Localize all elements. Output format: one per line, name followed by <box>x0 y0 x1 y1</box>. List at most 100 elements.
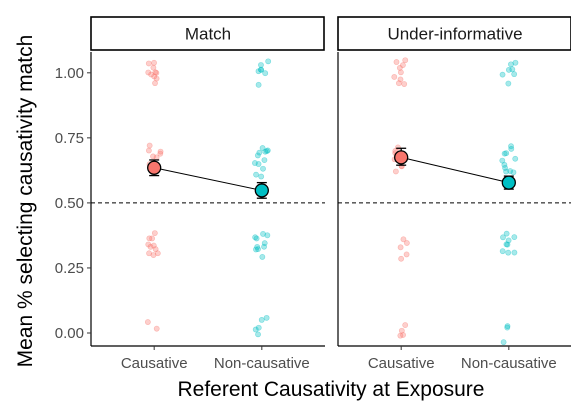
raw-point <box>400 332 406 338</box>
raw-point <box>505 80 512 87</box>
raw-point <box>403 240 410 246</box>
raw-point <box>499 157 506 164</box>
raw-point <box>511 249 518 256</box>
raw-point <box>258 62 264 68</box>
raw-point <box>152 69 159 76</box>
raw-point <box>255 331 261 338</box>
raw-point <box>507 168 514 174</box>
raw-point <box>146 142 153 149</box>
raw-point <box>255 68 262 75</box>
raw-point <box>147 243 154 250</box>
raw-point <box>263 148 270 154</box>
raw-point <box>504 324 511 331</box>
y-tick-label: 0.25 <box>55 260 84 277</box>
raw-point <box>508 145 515 152</box>
raw-point <box>260 165 266 172</box>
raw-point <box>499 248 506 255</box>
raw-point <box>260 231 266 237</box>
raw-point <box>255 81 262 88</box>
raw-point <box>153 75 160 82</box>
raw-point <box>254 152 261 159</box>
raw-point <box>146 250 152 257</box>
raw-point <box>501 161 508 168</box>
raw-point <box>151 59 157 66</box>
raw-point <box>499 71 506 78</box>
raw-point <box>503 150 510 157</box>
raw-point <box>145 69 152 76</box>
raw-point <box>262 70 269 77</box>
raw-point <box>259 145 266 151</box>
raw-point <box>261 157 268 163</box>
raw-point <box>397 69 404 76</box>
raw-point <box>402 57 409 64</box>
raw-point <box>396 80 402 87</box>
raw-point <box>511 71 518 78</box>
raw-point <box>154 250 161 257</box>
raw-point <box>397 76 404 83</box>
raw-point <box>262 148 269 155</box>
raw-point <box>145 241 152 248</box>
raw-point <box>150 252 157 258</box>
raw-point <box>256 149 263 156</box>
raw-point <box>150 153 156 160</box>
raw-point <box>157 150 164 157</box>
y-axis-title: Mean % selecting causativity match <box>14 35 37 368</box>
raw-point <box>264 232 271 239</box>
raw-point <box>152 246 159 253</box>
raw-point <box>153 325 160 332</box>
raw-point <box>261 240 268 247</box>
raw-point <box>505 237 512 244</box>
raw-point <box>397 332 404 339</box>
raw-point <box>153 154 160 161</box>
raw-point <box>145 147 152 154</box>
raw-point <box>252 234 259 241</box>
x-tick-label: Non-causative <box>461 355 557 372</box>
raw-point <box>512 59 519 66</box>
raw-point <box>512 155 519 162</box>
raw-point <box>252 326 259 333</box>
raw-point <box>263 314 270 321</box>
raw-point <box>157 148 164 155</box>
facet-panel: Under-informative Causative Non-causative <box>337 16 571 372</box>
raw-point <box>153 69 160 76</box>
mean-point <box>254 183 269 198</box>
x-axis-title: Referent Causativity at Exposure <box>178 378 485 401</box>
raw-point <box>148 71 155 78</box>
raw-point <box>254 244 261 250</box>
x-tick-label: Non-causative <box>214 355 310 372</box>
raw-point <box>400 62 406 69</box>
raw-point <box>400 236 407 243</box>
facet-strip <box>90 16 325 51</box>
raw-point <box>255 161 262 167</box>
y-tick-label: 0.50 <box>55 195 84 212</box>
raw-point <box>510 169 517 176</box>
raw-point <box>504 241 511 248</box>
raw-point <box>402 322 409 328</box>
raw-point <box>152 80 158 87</box>
y-axis: 0.00 0.25 0.50 0.75 1.00 <box>55 65 91 342</box>
raw-point <box>258 66 264 73</box>
raw-point <box>253 246 259 253</box>
mean-point <box>147 160 162 175</box>
raw-point <box>253 171 259 178</box>
y-tick-label: 0.00 <box>55 325 84 342</box>
facet-title: Match <box>185 25 231 44</box>
y-tick-label: 1.00 <box>55 65 84 82</box>
raw-point <box>258 66 265 73</box>
raw-point <box>393 59 400 65</box>
raw-point <box>505 66 512 73</box>
raw-point <box>508 143 514 150</box>
raw-point <box>501 150 508 157</box>
raw-point <box>397 244 404 251</box>
raw-point <box>503 230 510 237</box>
x-tick-label: Causative <box>368 355 435 372</box>
raw-point <box>508 61 514 68</box>
raw-point <box>259 254 266 260</box>
raw-point <box>252 160 258 166</box>
raw-point <box>500 339 507 346</box>
raw-point <box>398 327 405 334</box>
x-tick-label: Causative <box>121 355 188 372</box>
raw-point <box>150 64 157 71</box>
raw-point <box>264 147 271 154</box>
